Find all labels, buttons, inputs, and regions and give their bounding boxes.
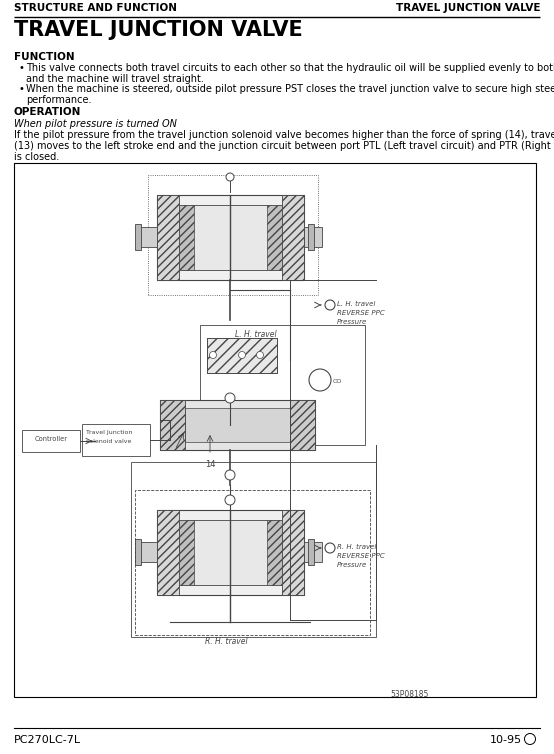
Bar [135,224,141,250]
Bar [160,400,185,450]
Bar [135,539,141,565]
Text: PC270LC-7L: PC270LC-7L [14,735,81,745]
Text: is closed.: is closed. [14,152,59,162]
Text: 53P08185: 53P08185 [390,690,428,699]
Text: 10-95: 10-95 [490,735,522,745]
Text: •: • [18,84,24,94]
Bar [290,400,315,450]
Bar [139,542,157,562]
Circle shape [225,470,235,480]
Text: Pressure: Pressure [337,562,367,568]
Circle shape [525,734,536,744]
Text: L. H. travel: L. H. travel [337,301,376,307]
Text: •: • [18,63,24,73]
Bar [157,510,304,595]
Text: 14: 14 [205,460,216,469]
Bar [148,175,318,295]
Text: This valve connects both travel circuits to each other so that the hydraulic oil: This valve connects both travel circuits… [26,63,554,73]
Text: FUNCTION: FUNCTION [14,52,75,62]
Circle shape [325,543,335,553]
Text: CO: CO [333,379,342,384]
Text: REVERSE PPC: REVERSE PPC [337,310,384,316]
Text: When the machine is steered, outside pilot pressure PST closes the travel juncti: When the machine is steered, outside pil… [26,84,554,94]
Circle shape [309,369,331,391]
Bar [308,224,314,250]
Text: R. H. travel: R. H. travel [205,637,248,646]
Bar [282,510,304,595]
Text: If the pilot pressure from the travel junction solenoid valve becomes higher tha: If the pilot pressure from the travel ju… [14,130,554,140]
Circle shape [225,393,235,403]
Circle shape [257,351,264,358]
Text: s: s [529,737,532,742]
Text: R. H. travel: R. H. travel [337,544,376,550]
Bar [82,424,150,456]
Text: TRAVEL JUNCTION VALVE: TRAVEL JUNCTION VALVE [396,3,540,13]
Bar [304,227,322,247]
Bar [304,542,322,562]
Bar [139,227,157,247]
Circle shape [226,173,234,181]
Bar [207,338,277,373]
Circle shape [209,351,217,358]
Bar [207,338,277,373]
Bar [157,510,179,595]
Text: M: M [315,374,325,383]
Bar [14,163,536,697]
Text: L. H. travel: L. H. travel [235,330,276,339]
Bar [157,195,179,280]
Circle shape [225,495,235,505]
Bar [179,205,282,270]
Bar [179,520,194,585]
Bar [157,195,304,280]
Text: solenoid valve: solenoid valve [86,439,131,444]
Text: (13) moves to the left stroke end and the junction circuit between port PTL (Lef: (13) moves to the left stroke end and th… [14,141,554,151]
Bar [267,520,282,585]
Bar [131,462,376,637]
Circle shape [239,351,245,358]
Bar [135,490,370,635]
Bar [160,400,315,450]
Text: and the machine will travel straight.: and the machine will travel straight. [26,74,204,84]
Text: Travel Junction: Travel Junction [86,430,132,435]
Bar [185,408,290,442]
Text: OPERATION: OPERATION [14,107,81,117]
Text: REVERSE PPC: REVERSE PPC [337,553,384,559]
Text: TRAVEL JUNCTION VALVE: TRAVEL JUNCTION VALVE [14,20,302,40]
Circle shape [325,300,335,310]
Bar [179,205,194,270]
Bar [282,195,304,280]
Text: When pilot pressure is turned ON: When pilot pressure is turned ON [14,119,177,129]
Text: Pressure: Pressure [337,319,367,325]
Bar [308,539,314,565]
Text: Controller: Controller [34,436,68,442]
Bar [179,520,282,585]
Text: performance.: performance. [26,95,91,105]
Bar [267,205,282,270]
Text: STRUCTURE AND FUNCTION: STRUCTURE AND FUNCTION [14,3,177,13]
Bar [22,430,80,452]
Bar [200,325,365,445]
